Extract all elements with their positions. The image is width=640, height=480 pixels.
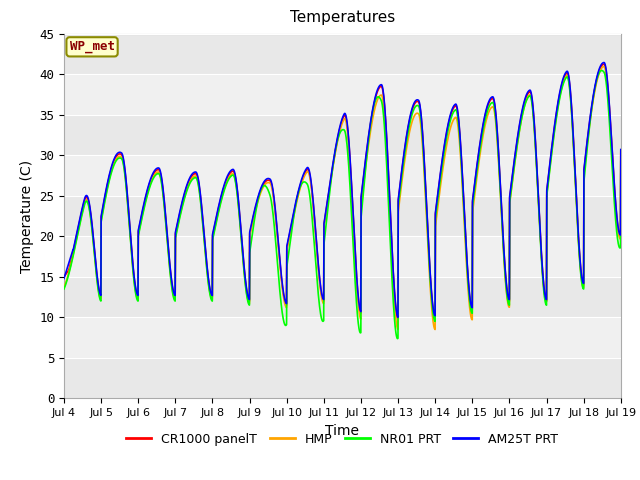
Bar bbox=[64, 236, 621, 277]
NR01 PRT bbox=[584, 144, 591, 150]
CR1000 panelT bbox=[568, 109, 575, 115]
HMP bbox=[216, 204, 223, 210]
CR1000 panelT bbox=[617, 148, 625, 154]
NR01 PRT bbox=[617, 159, 625, 165]
AM25T PRT bbox=[504, 295, 512, 300]
AM25T PRT bbox=[60, 276, 68, 281]
CR1000 panelT bbox=[600, 61, 607, 67]
CR1000 panelT bbox=[584, 139, 591, 144]
Bar bbox=[64, 34, 621, 74]
NR01 PRT bbox=[504, 300, 512, 306]
NR01 PRT bbox=[394, 336, 401, 341]
CR1000 panelT bbox=[60, 274, 68, 280]
HMP bbox=[60, 285, 68, 290]
CR1000 panelT bbox=[504, 296, 512, 302]
NR01 PRT bbox=[598, 68, 605, 73]
CR1000 panelT bbox=[394, 316, 402, 322]
Bar bbox=[64, 115, 621, 155]
AM25T PRT bbox=[568, 108, 575, 113]
Line: NR01 PRT: NR01 PRT bbox=[64, 71, 621, 338]
AM25T PRT bbox=[371, 97, 378, 103]
Title: Temperatures: Temperatures bbox=[290, 11, 395, 25]
NR01 PRT bbox=[216, 206, 223, 212]
Y-axis label: Temperature (C): Temperature (C) bbox=[20, 159, 34, 273]
AM25T PRT bbox=[358, 183, 366, 189]
HMP bbox=[600, 64, 607, 70]
AM25T PRT bbox=[394, 314, 402, 320]
CR1000 panelT bbox=[216, 202, 223, 208]
Bar bbox=[64, 155, 621, 196]
NR01 PRT bbox=[60, 286, 68, 292]
Bar bbox=[64, 196, 621, 236]
HMP bbox=[568, 112, 575, 118]
AM25T PRT bbox=[617, 147, 625, 153]
Line: AM25T PRT: AM25T PRT bbox=[64, 62, 621, 317]
X-axis label: Time: Time bbox=[325, 424, 360, 438]
Bar bbox=[64, 74, 621, 115]
Line: HMP: HMP bbox=[64, 67, 621, 329]
HMP bbox=[617, 151, 625, 156]
CR1000 panelT bbox=[358, 185, 366, 191]
HMP bbox=[371, 107, 378, 113]
HMP bbox=[358, 191, 366, 197]
AM25T PRT bbox=[216, 201, 223, 206]
NR01 PRT bbox=[358, 200, 366, 206]
AM25T PRT bbox=[584, 137, 591, 143]
Bar bbox=[64, 317, 621, 358]
Bar bbox=[64, 277, 621, 317]
HMP bbox=[584, 141, 591, 147]
HMP bbox=[431, 326, 439, 332]
HMP bbox=[504, 302, 512, 308]
Line: CR1000 panelT: CR1000 panelT bbox=[64, 64, 621, 319]
NR01 PRT bbox=[568, 113, 575, 119]
NR01 PRT bbox=[371, 100, 378, 106]
Legend: CR1000 panelT, HMP, NR01 PRT, AM25T PRT: CR1000 panelT, HMP, NR01 PRT, AM25T PRT bbox=[122, 428, 563, 451]
Bar bbox=[64, 358, 621, 398]
Text: WP_met: WP_met bbox=[70, 40, 115, 53]
CR1000 panelT bbox=[371, 99, 378, 105]
AM25T PRT bbox=[600, 60, 607, 65]
